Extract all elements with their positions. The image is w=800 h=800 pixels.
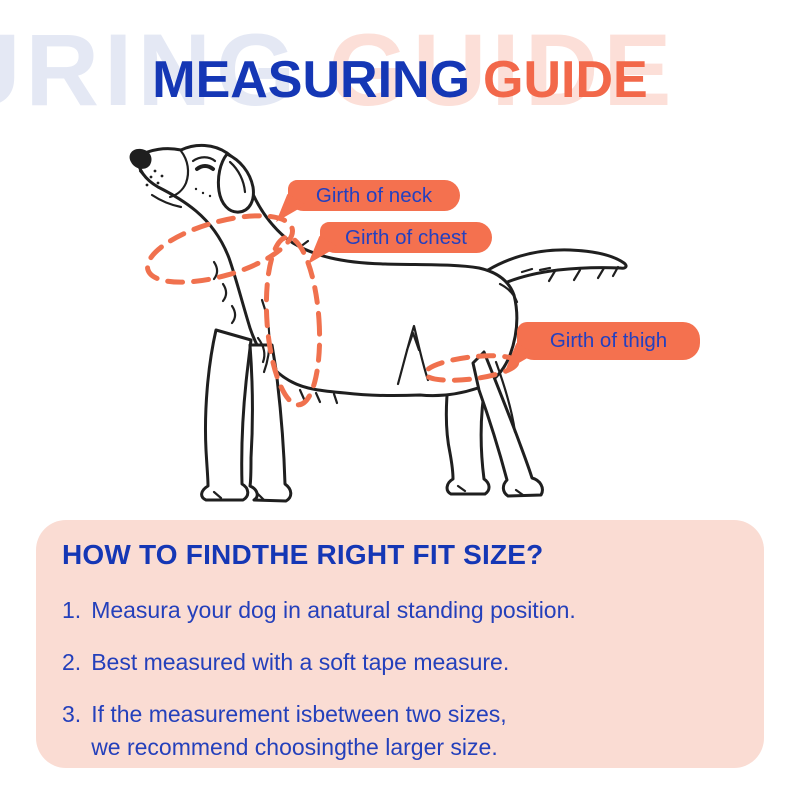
step-number: 1. <box>62 597 82 623</box>
step-number: 3. <box>62 700 82 727</box>
title-word-measuring: MEASURING <box>152 51 471 109</box>
dog-flank-fur-spike <box>396 324 430 386</box>
dog-rump-fur <box>498 266 552 304</box>
step-number: 2. <box>62 648 82 675</box>
dog-ear <box>216 152 255 214</box>
watermark-word-measuring: MEASURING <box>0 13 301 127</box>
fit-step-3: 3. If the measurement isbetween two size… <box>62 698 738 764</box>
label-girth-of-thigh-text: Girth of thigh <box>549 329 668 352</box>
watermark-word-guide: GUIDE <box>328 13 677 127</box>
dog-eye <box>195 164 215 171</box>
dog-near-hind-leg <box>471 350 544 498</box>
fit-step-2: 2. Best measured with a soft tape measur… <box>62 646 738 679</box>
fit-guide-panel: HOW TO FINDTHE RIGHT FIT SIZE? 1. Measur… <box>36 520 764 768</box>
dog-chest-fur <box>256 336 266 364</box>
label-girth-of-chest: Girth of chest <box>308 222 492 264</box>
panel-heading: HOW TO FINDTHE RIGHT FIT SIZE? <box>62 539 544 570</box>
dog-paw-lines <box>212 484 525 502</box>
page-title: MEASURING GUIDE <box>0 50 800 110</box>
neck-girth-ellipse <box>145 213 295 285</box>
dog-belly-fur <box>298 388 339 405</box>
dog-far-front-leg <box>200 328 253 502</box>
dog-thigh-line <box>494 360 517 434</box>
dog-chin-line <box>150 193 183 209</box>
dog-cheek-dot <box>201 191 205 195</box>
dog-nose <box>129 148 152 169</box>
step-text: Best measured with a soft tape measure. <box>91 648 510 675</box>
fit-step-1: 1. Measura your dog in anatural standing… <box>62 594 738 627</box>
dog-near-front-leg <box>248 343 293 503</box>
title-word-guide: GUIDE <box>483 51 648 109</box>
dog-cheek-dot <box>194 187 198 191</box>
step-text: If the measurement isbetween two sizes, … <box>91 700 507 760</box>
label-girth-of-neck-text: Girth of neck <box>315 183 433 207</box>
dog-whisker-dot <box>149 175 153 179</box>
label-girth-of-chest-text: Girth of chest <box>345 225 467 249</box>
dog-cheek-line <box>168 149 190 199</box>
step-text: Measura your dog in anatural standing po… <box>91 597 576 623</box>
dog-inner-ear-line <box>228 160 247 194</box>
dog-whisker-dot <box>145 183 149 187</box>
dog-whisker-dot <box>160 174 164 178</box>
dog-tail-fur <box>547 265 620 283</box>
dog-whisker-dot <box>153 169 157 173</box>
dog-mouth <box>138 169 174 196</box>
dog-neck-fur <box>212 260 237 325</box>
dog-whisker-dot <box>156 181 160 185</box>
chest-girth-ellipse <box>263 234 323 408</box>
dog-brow <box>191 156 217 163</box>
label-girth-of-neck: Girth of neck <box>276 180 460 222</box>
label-girth-of-thigh: Girth of thigh <box>505 322 700 371</box>
dog-cheek-dot <box>208 194 212 198</box>
